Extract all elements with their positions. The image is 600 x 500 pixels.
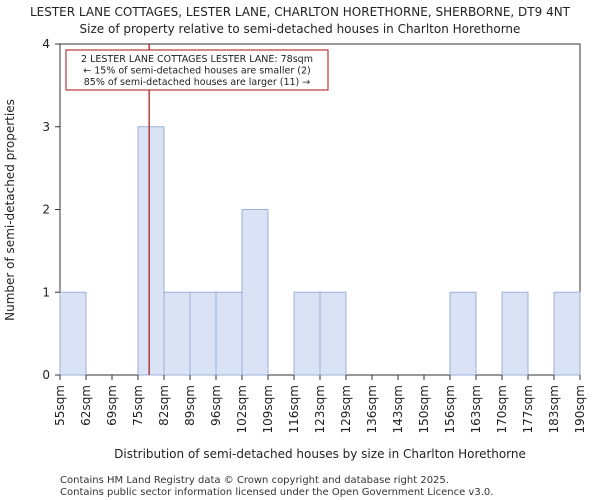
bar-123sqm: [319, 291, 347, 376]
x-tick-label-69sqm: 69sqm: [105, 385, 119, 426]
y-tick-label-3: 3: [42, 120, 50, 134]
x-tick-label-129sqm: 129sqm: [339, 385, 353, 433]
bar-55sqm: [59, 291, 87, 376]
x-tick-label-156sqm: 156sqm: [443, 385, 457, 433]
y-tick-label-0: 0: [42, 368, 50, 382]
bar-102sqm: [241, 209, 269, 376]
x-tick-label-183sqm: 183sqm: [547, 385, 561, 433]
annotation-line-1: 2 LESTER LANE COTTAGES LESTER LANE: 78sq…: [81, 54, 313, 65]
bar-156sqm: [449, 291, 477, 376]
x-tick-label-62sqm: 62sqm: [79, 385, 93, 426]
y-tick-label-2: 2: [42, 203, 50, 217]
annotation-line-3: 85% of semi-detached houses are larger (…: [84, 77, 311, 88]
annotation-box: [65, 49, 329, 91]
bar-89sqm: [189, 291, 217, 376]
x-tick-label-75sqm: 75sqm: [131, 385, 145, 426]
x-tick-label-150sqm: 150sqm: [417, 385, 431, 433]
x-tick-label-136sqm: 136sqm: [365, 385, 379, 433]
bar-96sqm: [215, 291, 243, 376]
annotation-line-2: ← 15% of semi-detached houses are smalle…: [83, 66, 311, 77]
x-tick-label-102sqm: 102sqm: [235, 385, 249, 433]
bar-116sqm: [293, 291, 321, 376]
chart-title: LESTER LANE COTTAGES, LESTER LANE, CHARL…: [30, 5, 571, 19]
chart-subtitle: Size of property relative to semi-detach…: [80, 22, 521, 36]
x-tick-label-82sqm: 82sqm: [157, 385, 171, 426]
bar-170sqm: [501, 291, 529, 376]
x-tick-label-170sqm: 170sqm: [495, 385, 509, 433]
x-tick-label-55sqm: 55sqm: [53, 385, 67, 426]
x-axis-title: Distribution of semi-detached houses by …: [114, 447, 526, 461]
y-tick-label-4: 4: [42, 37, 50, 51]
x-tick-label-96sqm: 96sqm: [209, 385, 223, 426]
x-tick-label-109sqm: 109sqm: [261, 385, 275, 433]
x-tick-label-190sqm: 190sqm: [573, 385, 587, 433]
bar-183sqm: [553, 291, 581, 376]
footer-line-2: Contains public sector information licen…: [60, 487, 493, 498]
x-tick-label-143sqm: 143sqm: [391, 385, 405, 433]
x-tick-label-163sqm: 163sqm: [469, 385, 483, 433]
plot-area: 0 1 2 3 4 55sqm 62sqm 69sqm 75sqm 82sqm 89sqm 96sqm…: [42, 37, 587, 433]
x-tick-label-116sqm: 116sqm: [287, 385, 301, 433]
x-tick-label-89sqm: 89sqm: [183, 385, 197, 426]
x-tick-label-177sqm: 177sqm: [521, 385, 535, 433]
footer-line-1: Contains HM Land Registry data © Crown c…: [60, 475, 449, 486]
y-axis-title: Number of semi-detached properties: [3, 99, 17, 321]
y-tick-label-1: 1: [42, 285, 50, 299]
x-tick-label-123sqm: 123sqm: [313, 385, 327, 433]
bar-82sqm: [163, 291, 191, 376]
bar-75sqm: [137, 126, 165, 376]
